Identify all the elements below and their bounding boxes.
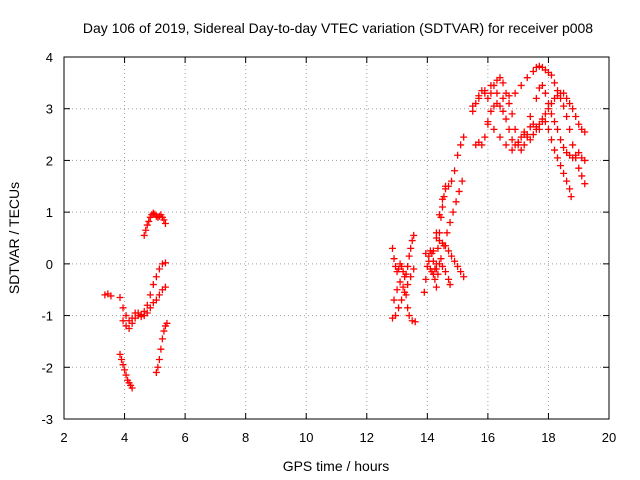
x-tick-label: 6 — [181, 430, 188, 445]
y-tick-label: 2 — [46, 153, 53, 168]
chart-title: Day 106 of 2019, Sidereal Day-to-day VTE… — [83, 20, 593, 36]
y-axis-label: SDTVAR / TECUs — [6, 182, 22, 294]
y-tick-label: 4 — [46, 50, 53, 65]
x-tick-label: 14 — [420, 430, 434, 445]
x-tick-label: 2 — [60, 430, 67, 445]
chart-background — [0, 0, 640, 480]
x-axis-label: GPS time / hours — [283, 458, 390, 474]
y-tick-label: -2 — [41, 360, 53, 375]
x-tick-label: 20 — [602, 430, 616, 445]
y-tick-label: -1 — [41, 309, 53, 324]
chart: 2 4 6 8 10 12 14 16 18 20 -3-2-101234 Day 106 of … — [0, 0, 640, 480]
x-tick-label: 12 — [360, 430, 374, 445]
y-tick-label: 0 — [46, 257, 53, 272]
x-tick-label: 18 — [541, 430, 555, 445]
x-tick-label: 10 — [299, 430, 313, 445]
y-tick-label: 1 — [46, 205, 53, 220]
x-tick-label: 4 — [121, 430, 128, 445]
y-tick-label: 3 — [46, 102, 53, 117]
x-tick-label: 8 — [242, 430, 249, 445]
y-tick-label: -3 — [41, 412, 53, 427]
x-tick-label: 16 — [481, 430, 495, 445]
